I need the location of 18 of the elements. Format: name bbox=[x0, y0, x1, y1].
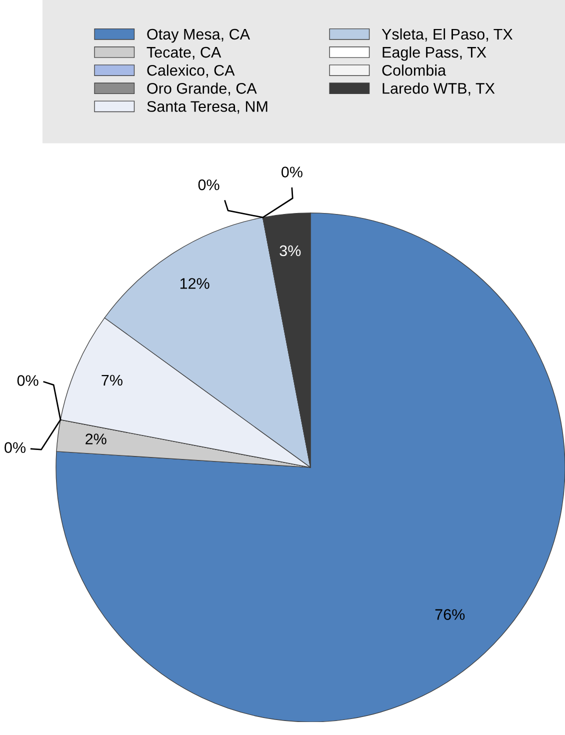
legend-label: Santa Teresa, NM bbox=[147, 101, 268, 114]
text: 0% bbox=[4, 442, 26, 453]
text: 0% bbox=[282, 166, 302, 178]
legend-label: Tecate, CA bbox=[146, 46, 222, 60]
legend-label: Otay Mesa, CA bbox=[147, 28, 250, 43]
data-label: 76% bbox=[435, 609, 465, 620]
data-label: 12% bbox=[180, 278, 210, 289]
legend-label: Laredo WTB, TX bbox=[382, 82, 495, 96]
legend-label: Eagle Pass, TX bbox=[382, 46, 486, 61]
legend-label: Oro Grande, CA bbox=[147, 82, 257, 96]
legend-label: Ysleta, El Paso, TX bbox=[382, 28, 513, 42]
data-label: 2% bbox=[86, 434, 106, 444]
text: 0% bbox=[17, 375, 38, 386]
pie-slice bbox=[56, 212, 565, 722]
legend-label: Calexico, CA bbox=[147, 64, 235, 78]
legend-label: Colombia bbox=[382, 64, 446, 76]
data-label: 7% bbox=[102, 374, 122, 386]
text: 0% bbox=[198, 179, 220, 190]
